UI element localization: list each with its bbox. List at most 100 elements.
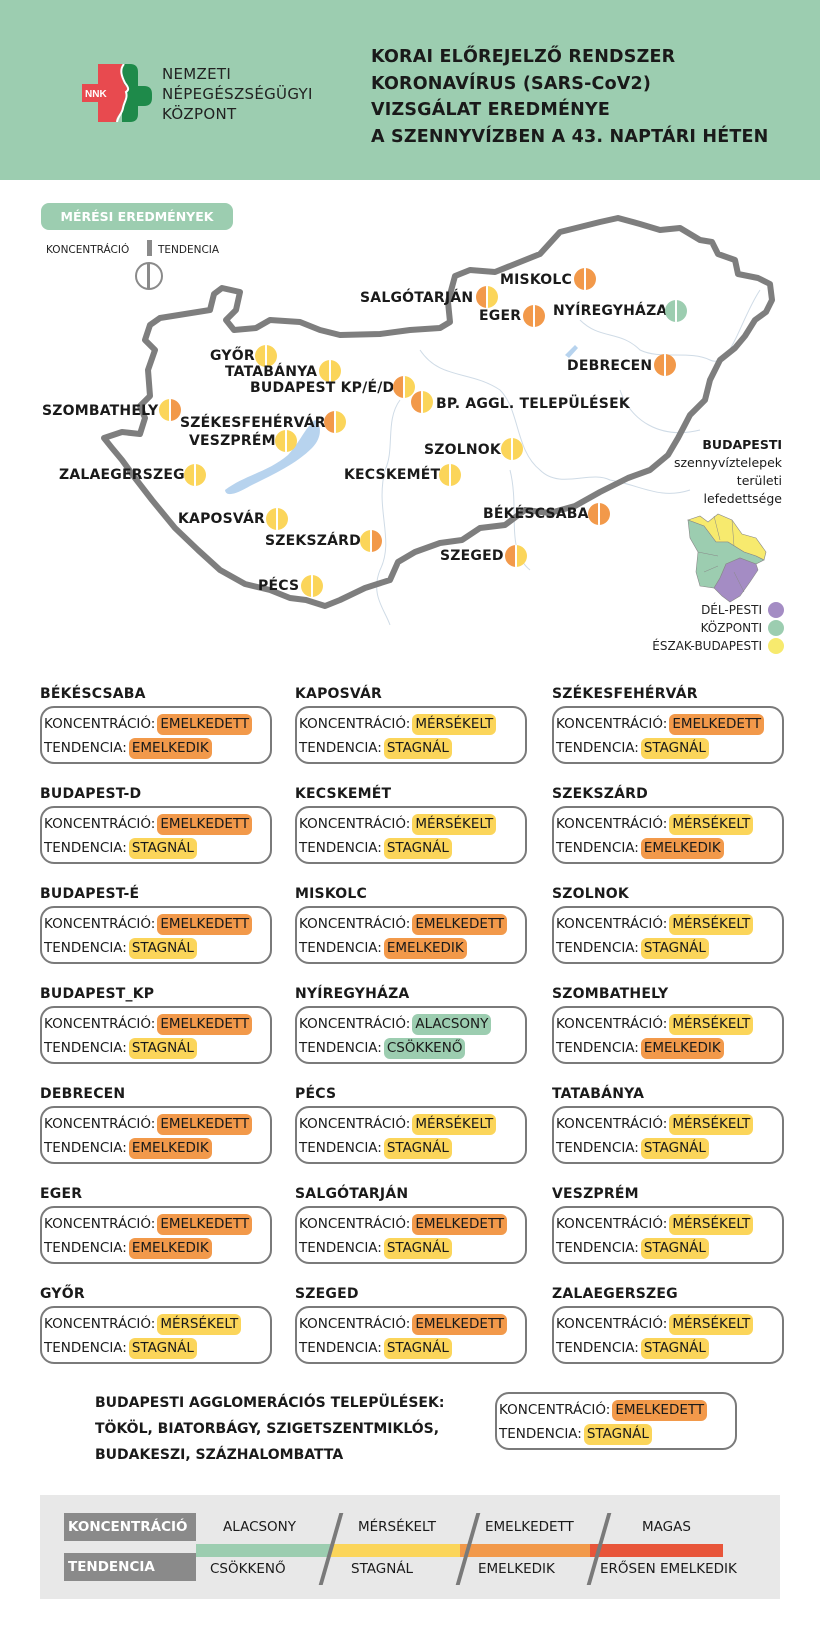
agglomeration-towns: TÖKÖL, BIATORBÁGY, SZIGETSZENTMIKLÓS,	[95, 1421, 440, 1437]
concentration-label: KONCENTRÁCIÓ:	[44, 816, 156, 832]
concentration-value: EMELKEDETT	[157, 713, 253, 735]
map-label-bp-aggl: BP. AGGL. TELEPÜLÉSEK	[436, 396, 630, 412]
map-label-salgotarjan: SALGÓTARJÁN	[360, 290, 474, 306]
budapest-legend-subtitle: területi	[736, 473, 782, 488]
agglomeration-towns: BUDAKESZI, SZÁZHALOMBATTA	[95, 1447, 344, 1463]
result-card-szekszard: KONCENTRÁCIÓ: MÉRSÉKELT TENDENCIA: EMELKEDI…	[552, 806, 784, 864]
trend-value: STAGNÁL	[383, 1237, 452, 1259]
concentration-label: KONCENTRÁCIÓ:	[299, 916, 411, 932]
trend-label: TENDENCIA:	[44, 740, 127, 756]
map-label-budapest: BUDAPEST KP/É/D	[250, 380, 395, 396]
result-card-debrecen: KONCENTRÁCIÓ: EMELKEDETT TENDENCIA: EMELKED…	[40, 1106, 272, 1164]
result-card-veszprem: KONCENTRÁCIÓ: MÉRSÉKELT TENDENCIA: STAGNÁL	[552, 1206, 784, 1264]
lake-balaton	[225, 420, 320, 495]
trend-label: TENDENCIA:	[44, 1040, 127, 1056]
card-title-nyiregyhaza: NYÍREGYHÁZA	[295, 986, 410, 1002]
trend-value: STAGNÁL	[128, 837, 197, 859]
trend-label: TENDENCIA:	[299, 1040, 382, 1056]
concentration-value: EMELKEDETT	[157, 1013, 253, 1035]
concentration-label: KONCENTRÁCIÓ:	[556, 1016, 668, 1032]
org-name-line: NEMZETI	[162, 65, 232, 83]
card-title-szekesfehervar: SZÉKESFEHÉRVÁR	[552, 686, 698, 702]
status-dot-gyor	[255, 345, 277, 367]
trend-value: STAGNÁL	[383, 837, 452, 859]
card-title-szekszard: SZEKSZÁRD	[552, 786, 648, 802]
concentration-label: KONCENTRÁCIÓ:	[556, 816, 668, 832]
trend-value: EMELKEDIK	[128, 1237, 212, 1259]
card-title-kecskemet: KECSKEMÉT	[295, 786, 392, 802]
concentration-value: EMELKEDETT	[157, 1213, 253, 1235]
map-label-szolnok: SZOLNOK	[424, 442, 501, 458]
status-dot-pecs	[301, 575, 323, 597]
level-csokkeno: CSÖKKENŐ	[210, 1561, 286, 1577]
trend-label: TENDENCIA:	[44, 840, 127, 856]
concentration-value: MÉRSÉKELT	[669, 813, 754, 835]
trend-value: STAGNÁL	[640, 937, 709, 959]
result-card-kecskemet: KONCENTRÁCIÓ: MÉRSÉKELT TENDENCIA: STAGNÁL	[295, 806, 527, 864]
concentration-label: KONCENTRÁCIÓ:	[299, 1316, 411, 1332]
concentration-label: KONCENTRÁCIÓ:	[44, 1116, 156, 1132]
band-emelkedett	[460, 1544, 590, 1557]
map-label-kecskemet: KECSKEMÉT	[344, 467, 441, 483]
card-title-szolnok: SZOLNOK	[552, 886, 629, 902]
result-card-salgotarjan: KONCENTRÁCIÓ: EMELKEDETT TENDENCIA: STAGNÁL	[295, 1206, 527, 1264]
map-label-veszprem: VESZPRÉM	[189, 433, 276, 449]
card-title-bekescsaba: BÉKÉSCSABA	[40, 686, 146, 702]
card-title-miskolc: MISKOLC	[295, 886, 367, 902]
result-card-budapest-kp: KONCENTRÁCIÓ: EMELKEDETT TENDENCIA: STAGNÁL	[40, 1006, 272, 1064]
band-merseklet	[330, 1544, 460, 1557]
trend-value: EMELKEDIK	[640, 1037, 724, 1059]
card-title-kaposvar: KAPOSVÁR	[295, 686, 383, 702]
concentration-label: KONCENTRÁCIÓ:	[556, 1316, 668, 1332]
trend-label: TENDENCIA:	[299, 1140, 382, 1156]
concentration-value: EMELKEDETT	[157, 1113, 253, 1135]
map-label-pecs: PÉCS	[258, 578, 300, 594]
card-title-salgotarjan: SALGÓTARJÁN	[295, 1186, 409, 1202]
trend-value: STAGNÁL	[128, 1037, 197, 1059]
map-label-bekescsaba: BÉKÉSCSABA	[483, 506, 589, 522]
concentration-label: KONCENTRÁCIÓ:	[44, 1016, 156, 1032]
budapest-district-map	[687, 513, 767, 603]
concentration-value: MÉRSÉKELT	[157, 1313, 242, 1335]
card-title-szeged: SZEGED	[295, 1286, 359, 1302]
trend-label: TENDENCIA:	[299, 1340, 382, 1356]
concentration-value: MÉRSÉKELT	[412, 1113, 497, 1135]
concentration-label: KONCENTRÁCIÓ:	[299, 716, 411, 732]
card-title-pecs: PÉCS	[295, 1086, 337, 1102]
level-emelkedik: EMELKEDIK	[478, 1561, 555, 1577]
trend-label: TENDENCIA:	[299, 940, 382, 956]
card-title-budapest-e: BUDAPEST-É	[40, 886, 140, 902]
page-title: KORAI ELŐREJELZŐ RENDSZER KORONAVÍRUS (S…	[371, 44, 769, 150]
concentration-value: MÉRSÉKELT	[669, 1313, 754, 1335]
map-label-szeged: SZEGED	[440, 548, 504, 564]
result-card-szombathely: KONCENTRÁCIÓ: MÉRSÉKELT TENDENCIA: EMELKEDI…	[552, 1006, 784, 1064]
card-title-budapest-d: BUDAPEST-D	[40, 786, 142, 802]
trend-value: EMELKEDIK	[128, 737, 212, 759]
trend-value: STAGNÁL	[583, 1423, 652, 1445]
concentration-label: KONCENTRÁCIÓ:	[299, 816, 411, 832]
status-dot-szolnok	[501, 438, 523, 460]
trend-value: STAGNÁL	[640, 1137, 709, 1159]
status-dot-miskolc	[574, 268, 596, 290]
result-card-tatabanya: KONCENTRÁCIÓ: MÉRSÉKELT TENDENCIA: STAGNÁL	[552, 1106, 784, 1164]
concentration-label: KONCENTRÁCIÓ:	[499, 1402, 611, 1418]
card-title-szombathely: SZOMBATHELY	[552, 986, 669, 1002]
status-dot-eger	[523, 305, 545, 327]
budapest-coverage-title: BUDAPESTI szennyvíztelepek területi lefe…	[674, 436, 782, 508]
concentration-value: MÉRSÉKELT	[669, 1013, 754, 1035]
concentration-label: KONCENTRÁCIÓ:	[299, 1116, 411, 1132]
trend-label: TENDENCIA:	[299, 1240, 382, 1256]
country-border	[101, 215, 775, 609]
map-label-szekesfehervar: SZÉKESFEHÉRVÁR	[180, 415, 326, 431]
budapest-legend-subtitle: szennyvíztelepek	[673, 455, 782, 470]
trend-label: TENDENCIA:	[556, 940, 639, 956]
agglomeration-list: BUDAPESTI AGGLOMERÁCIÓS TELEPÜLÉSEK: TÖK…	[95, 1390, 444, 1468]
concentration-value: MÉRSÉKELT	[412, 813, 497, 835]
legend-label: ÉSZAK-BUDAPESTI	[652, 639, 762, 653]
trend-label: TENDENCIA:	[44, 940, 127, 956]
card-title-budapest-kp: BUDAPEST_KP	[40, 986, 155, 1002]
map-label-miskolc: MISKOLC	[500, 272, 572, 288]
result-card-eger: KONCENTRÁCIÓ: EMELKEDETT TENDENCIA: EMELKED…	[40, 1206, 272, 1264]
concentration-value: EMELKEDETT	[612, 1399, 708, 1421]
trend-value: STAGNÁL	[128, 937, 197, 959]
